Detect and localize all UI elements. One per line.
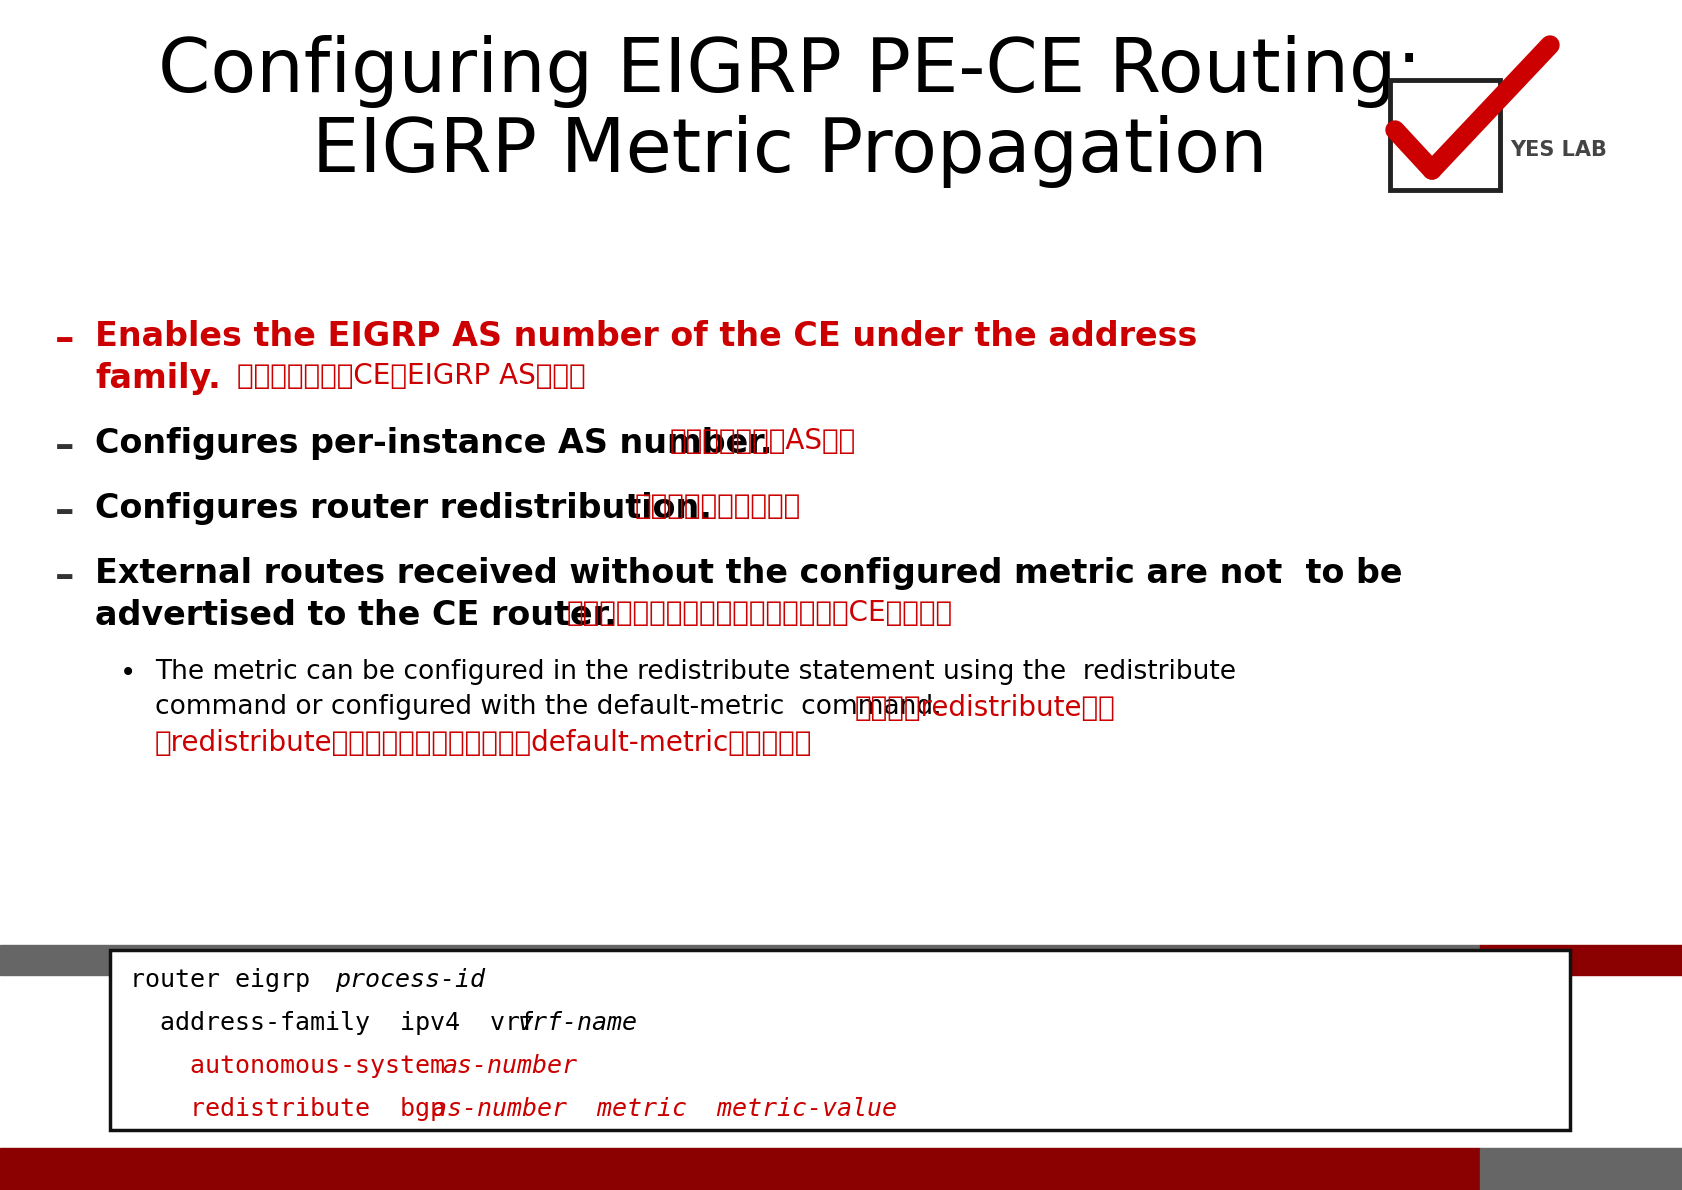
Text: 配置每个实例的AS号。: 配置每个实例的AS号。 <box>669 427 856 455</box>
Text: Configuring EIGRP PE-CE Routing:: Configuring EIGRP PE-CE Routing: <box>158 35 1421 108</box>
Text: command or configured with the default-metric  command.: command or configured with the default-m… <box>155 694 940 720</box>
Text: –: – <box>56 557 74 595</box>
Text: 启用地址族下的CE的EIGRP AS编号。: 启用地址族下的CE的EIGRP AS编号。 <box>237 362 585 390</box>
Text: Configures router redistribution.: Configures router redistribution. <box>94 491 711 525</box>
Bar <box>1478 945 1682 975</box>
Bar <box>0 945 1478 975</box>
Text: 未配置度量标准的外部路由不会通告给CE路由器。: 未配置度量标准的外部路由不会通告给CE路由器。 <box>567 599 952 627</box>
Text: as-number: as-number <box>442 1054 577 1078</box>
Text: Configures per-instance AS number.: Configures per-instance AS number. <box>94 427 772 461</box>
Bar <box>0 1148 1478 1190</box>
Text: advertised to the CE router.: advertised to the CE router. <box>94 599 617 632</box>
Text: YES LAB: YES LAB <box>1509 140 1606 159</box>
Text: –: – <box>56 427 74 465</box>
Text: 在redistribute语句中配置度量，或者使用default-metric命令配置。: 在redistribute语句中配置度量，或者使用default-metric命… <box>155 729 812 757</box>
Text: The metric can be configured in the redistribute statement using the  redistribu: The metric can be configured in the redi… <box>155 659 1235 685</box>
Text: –: – <box>56 320 74 358</box>
Text: 配置路由器重新分配。: 配置路由器重新分配。 <box>634 491 801 520</box>
Text: redistribute  bgp: redistribute bgp <box>130 1097 459 1121</box>
FancyBboxPatch shape <box>109 950 1569 1130</box>
Text: autonomous-system: autonomous-system <box>130 1054 459 1078</box>
FancyBboxPatch shape <box>1389 80 1499 190</box>
Text: address-family  ipv4  vrf: address-family ipv4 vrf <box>130 1012 550 1035</box>
Text: –: – <box>56 491 74 530</box>
Text: process-id: process-id <box>335 967 484 992</box>
Text: as-number  metric  metric-value: as-number metric metric-value <box>432 1097 897 1121</box>
Text: External routes received without the configured metric are not  to be: External routes received without the con… <box>94 557 1401 590</box>
Text: Router(config)#: Router(config)# <box>109 990 323 1014</box>
Text: router eigrp: router eigrp <box>130 967 325 992</box>
Text: 可以使用redistribute命令: 可以使用redistribute命令 <box>854 694 1115 722</box>
Text: family.: family. <box>94 362 220 395</box>
Text: EIGRP Metric Propagation: EIGRP Metric Propagation <box>313 115 1267 188</box>
Text: Enables the EIGRP AS number of the CE under the address: Enables the EIGRP AS number of the CE un… <box>94 320 1196 353</box>
Bar <box>1478 1148 1682 1190</box>
Text: vrf-name: vrf-name <box>518 1012 637 1035</box>
Text: •: • <box>119 659 136 687</box>
